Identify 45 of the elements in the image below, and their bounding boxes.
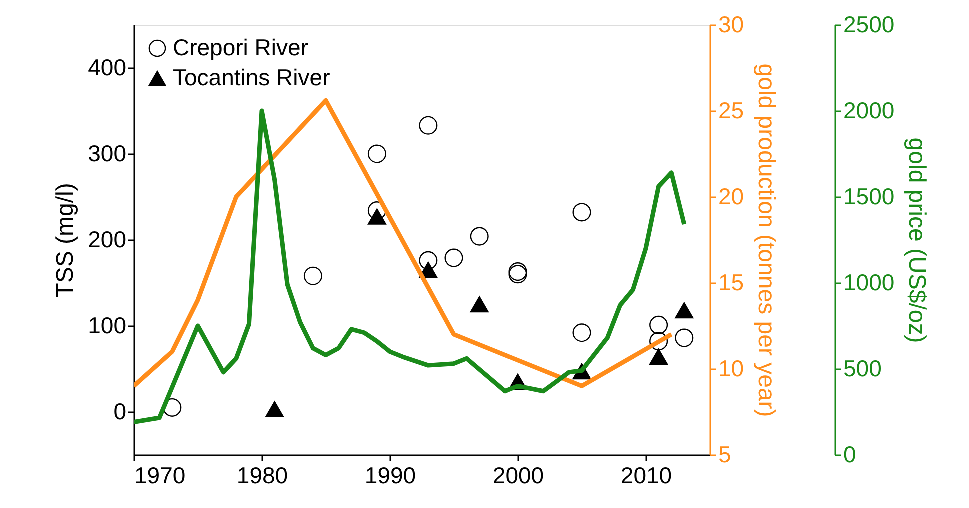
point: [368, 208, 386, 225]
x-tick-label: 1990: [364, 462, 416, 488]
y-tick-label: 300: [88, 140, 126, 166]
y2-tick-label: 25: [718, 98, 744, 124]
x-tick-label: 2010: [620, 462, 672, 488]
legend-label: Tocantins River: [173, 64, 331, 90]
point: [650, 316, 668, 334]
point: [368, 144, 386, 164]
x-tick-label: 1970: [134, 462, 186, 488]
y3-tick-label: 500: [844, 356, 882, 382]
y3-tick-label: 0: [844, 442, 856, 468]
point: [419, 116, 438, 135]
y3-tick-label: 1000: [844, 270, 895, 296]
y3-tick-label: 1500: [844, 184, 895, 210]
point: [266, 401, 284, 418]
y-tick-label: 200: [88, 226, 126, 252]
y-axis-title: TSS (mg/l): [52, 183, 80, 298]
point: [572, 324, 592, 342]
y-tick-label: 0: [114, 398, 126, 424]
point: [572, 203, 592, 222]
point: [419, 251, 438, 270]
y2-tick-label: 30: [718, 12, 744, 38]
y-tick-label: 100: [88, 312, 126, 338]
point: [675, 328, 694, 348]
point: [650, 332, 668, 351]
line-series: [134, 98, 674, 388]
point: [304, 266, 322, 286]
legend-label: Crepori River: [173, 34, 309, 60]
point: [675, 302, 694, 319]
x-tick-label: 2000: [492, 462, 544, 488]
y2-axis-title: gold production (tonnes per year): [753, 64, 780, 418]
y-tick-label: 400: [88, 54, 126, 80]
y2-tick-label: 5: [718, 442, 732, 468]
point: [444, 248, 464, 268]
point: [470, 296, 489, 313]
y2-tick-label: 15: [718, 270, 744, 296]
point: [470, 227, 489, 246]
y2-tick-label: 10: [718, 356, 744, 382]
y3-tick-label: 2500: [844, 12, 895, 38]
y2-tick-label: 20: [718, 184, 744, 210]
point: [650, 348, 668, 366]
x-tick-label: 1980: [236, 462, 288, 488]
y3-tick-label: 2000: [844, 98, 895, 124]
y3-axis-title: gold price (US$/oz): [904, 138, 931, 344]
line-series: [134, 108, 687, 425]
